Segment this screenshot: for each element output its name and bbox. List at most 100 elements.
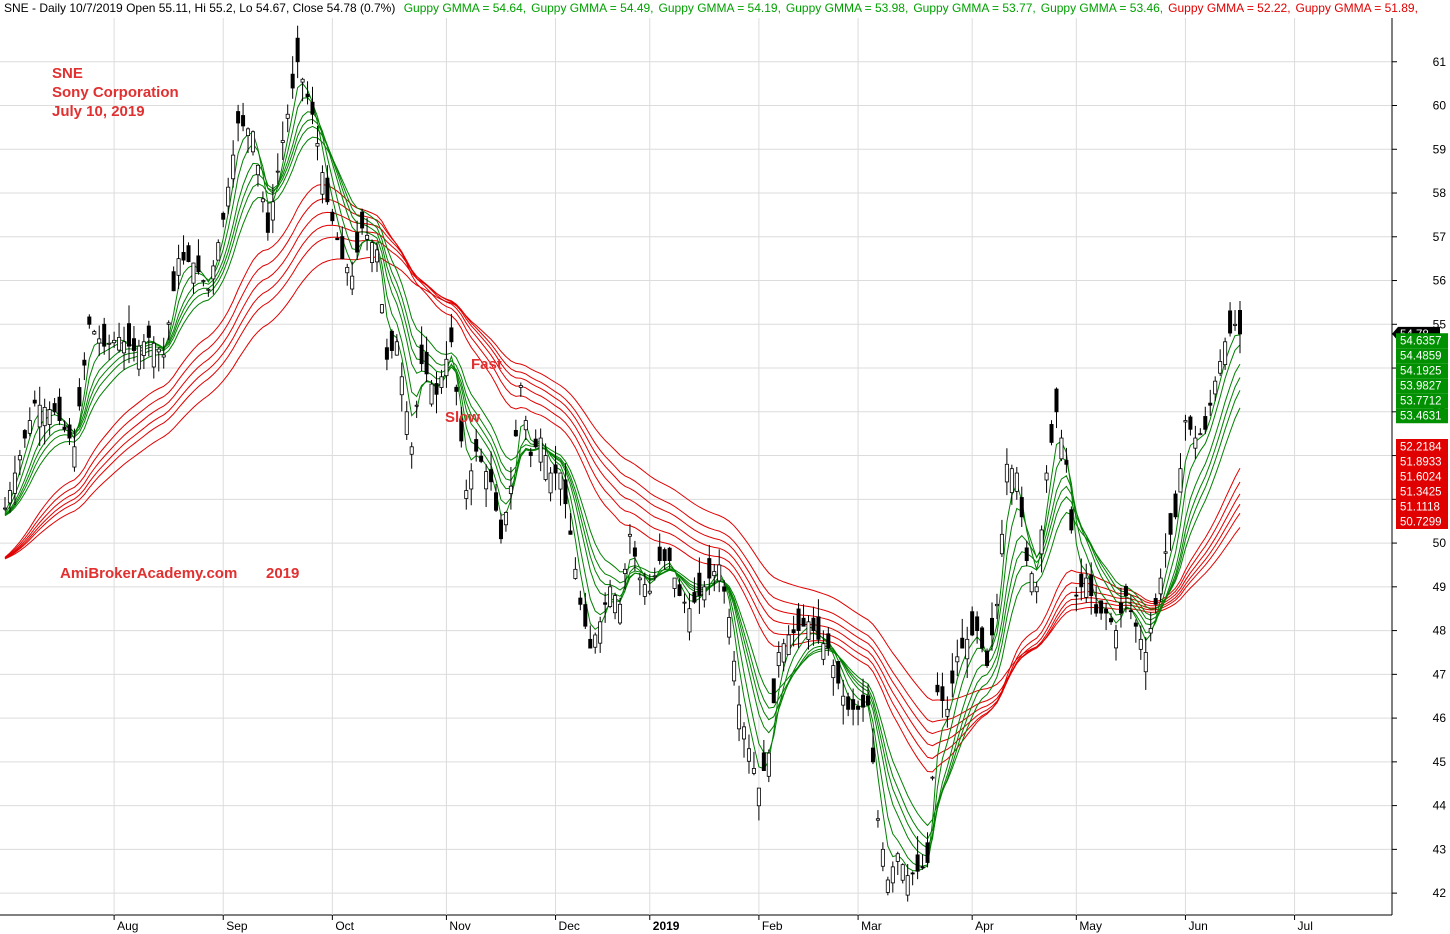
candle-body (1009, 468, 1014, 494)
candle-body (414, 404, 419, 407)
candle-body (697, 572, 702, 596)
annotation-fast: Fast (471, 356, 502, 373)
candle-body (732, 660, 737, 682)
candle-body (885, 879, 890, 893)
x-tick-label: Dec (559, 919, 580, 933)
candle-body (107, 342, 112, 345)
header-gmma-5: Guppy GMMA = 53.46, (1041, 1, 1163, 15)
candle-body (573, 568, 578, 579)
candle-body (345, 267, 350, 274)
candle-body (12, 472, 17, 494)
candle-body (980, 627, 985, 649)
slow-value-tag (1396, 484, 1448, 500)
fast-value-label: 53.9827 (1400, 381, 1442, 393)
x-tick-label: Apr (975, 919, 994, 933)
candle-body (662, 549, 667, 561)
candle-body (87, 316, 92, 325)
candle-body (945, 708, 950, 717)
y-tick-label: 50 (1433, 536, 1447, 550)
candle-body (841, 695, 846, 706)
candle-body (424, 352, 429, 375)
candle-body (112, 339, 117, 344)
candle-body (226, 186, 231, 207)
candle-body (365, 234, 370, 240)
candle-body (1203, 416, 1208, 430)
candle-body (1213, 380, 1218, 395)
candle-body (960, 637, 965, 649)
candle-body (122, 341, 127, 354)
candle-body (900, 864, 905, 881)
candle-body (1233, 323, 1238, 326)
candle-body (672, 577, 677, 589)
candle-body (955, 656, 960, 663)
candle-body (538, 437, 543, 463)
fast-value-label: 54.6357 (1400, 336, 1442, 348)
candle-body (181, 252, 186, 261)
y-tick-label: 61 (1433, 55, 1447, 69)
candle-body (975, 616, 980, 631)
candle-body (47, 409, 52, 425)
candle-body (22, 430, 27, 439)
candle-body (930, 776, 935, 779)
y-tick-label: 45 (1433, 755, 1447, 769)
candle-body (687, 608, 692, 633)
slow-value-label: 51.8933 (1400, 457, 1442, 469)
candle-body (77, 387, 82, 407)
candle-body (1128, 610, 1133, 613)
y-tick-label: 48 (1433, 624, 1447, 638)
candle-body (523, 420, 528, 431)
candle-body (350, 275, 355, 290)
x-tick-label: Feb (762, 919, 783, 933)
candle-body (474, 439, 479, 452)
candle-body (305, 93, 310, 98)
candle-body (796, 608, 801, 631)
candle-body (374, 249, 379, 263)
candle-body (702, 586, 707, 601)
candle-body (464, 490, 469, 499)
candle-body (399, 376, 404, 396)
candle-body (285, 113, 290, 119)
slow-ema-35 (4, 198, 1241, 759)
candle-body (27, 420, 32, 434)
candle-body (1034, 586, 1039, 593)
candle-body (340, 236, 345, 260)
candle-body (434, 383, 439, 395)
candle-body (866, 695, 871, 706)
candle-body (1024, 547, 1029, 561)
candle-body (231, 154, 236, 180)
candle-body (791, 629, 796, 634)
header-gmma-1: Guppy GMMA = 54.49, (531, 1, 653, 15)
candle-body (156, 348, 161, 353)
x-tick-label: May (1079, 919, 1102, 933)
candle-body (756, 787, 761, 807)
candle-body (1223, 341, 1228, 365)
x-tick-label: Sep (226, 919, 248, 933)
header-gmma-6: Guppy GMMA = 52.22, (1168, 1, 1290, 15)
candle-body (999, 533, 1004, 555)
y-tick-label: 43 (1433, 842, 1447, 856)
candle-body (131, 338, 136, 351)
candle-body (831, 665, 836, 679)
candle-body (444, 358, 449, 377)
candle-body (221, 212, 226, 220)
candle-body (370, 242, 375, 263)
candle-body (136, 345, 141, 370)
candle-body (836, 661, 841, 684)
candle-body (146, 325, 151, 338)
candle-body (82, 359, 87, 366)
annotation-company: Sony Corporation (52, 84, 179, 101)
candle-body (310, 101, 315, 115)
candle-body (1118, 602, 1123, 614)
candle-body (588, 638, 593, 649)
candle-body (915, 854, 920, 872)
candle-body (677, 584, 682, 596)
y-tick-label: 57 (1433, 230, 1447, 244)
candle-body (419, 344, 424, 365)
candle-body (166, 322, 171, 325)
candle-body (57, 396, 62, 421)
candle-body (161, 354, 166, 358)
candle-body (409, 446, 414, 455)
candles (3, 25, 1243, 902)
candle-body (603, 602, 608, 605)
candle-body (498, 519, 503, 540)
